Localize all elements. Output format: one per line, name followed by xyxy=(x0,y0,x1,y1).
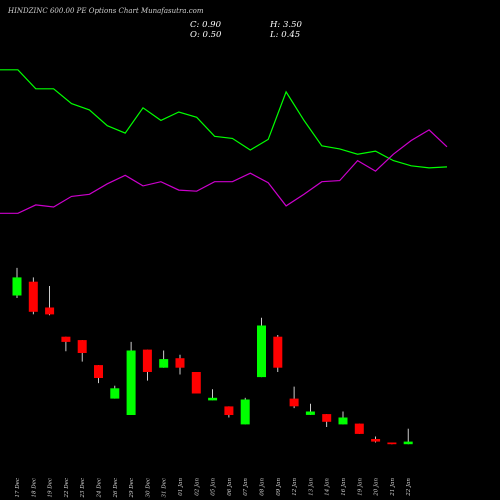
x-tick-label: 26 Dec xyxy=(113,478,119,499)
x-axis-labels: 17 Dec 18 Dec 19 Dec 22 Dec 23 Dec 24 Dec 26 D… xyxy=(15,478,412,499)
candle xyxy=(61,336,71,352)
x-tick-label: 19 Jan xyxy=(357,478,363,496)
candle-body-down xyxy=(354,423,364,434)
candle xyxy=(77,340,87,362)
x-tick-label: 30 Dec xyxy=(145,478,151,498)
x-tick-label: 31 Dec xyxy=(162,478,168,498)
candle xyxy=(191,372,201,394)
candle xyxy=(289,386,299,409)
x-tick-label: 13 Jan xyxy=(308,478,314,496)
x-tick-label: 06 Jan xyxy=(227,478,233,496)
candle xyxy=(322,414,332,427)
candle xyxy=(354,423,364,434)
candle xyxy=(305,403,315,415)
candle-body-up xyxy=(338,417,348,425)
x-tick-label: 02 Jan xyxy=(194,478,200,496)
candle-body-down xyxy=(175,358,185,368)
x-tick-label: 22 Jan xyxy=(406,478,412,497)
candle-body-down xyxy=(289,398,299,407)
candle xyxy=(110,385,120,399)
candle xyxy=(387,442,397,445)
candle xyxy=(126,341,136,415)
candle xyxy=(142,349,152,381)
candle-body-up xyxy=(110,388,120,399)
candle-body-up xyxy=(305,411,315,415)
candle xyxy=(338,411,348,425)
candle xyxy=(28,277,38,315)
candle-body-down xyxy=(273,336,283,368)
candle xyxy=(257,317,266,378)
x-tick-label: 07 Jan xyxy=(243,478,249,496)
candle-body-down xyxy=(77,340,87,353)
candle xyxy=(12,267,22,298)
x-tick-label: 09 Jan xyxy=(276,478,282,496)
candle-body-down xyxy=(28,281,38,312)
candle xyxy=(45,286,55,316)
indicator-lines xyxy=(0,69,448,214)
candle-body-down xyxy=(61,336,71,342)
x-tick-label: 20 Jan xyxy=(374,478,380,497)
candle-body-down xyxy=(224,406,234,415)
x-tick-label: 18 Dec xyxy=(31,478,37,498)
candle xyxy=(159,350,169,368)
chart-title: HINDZINC 600.00 PE Options Chart Munafas… xyxy=(7,7,204,15)
candle-body-down xyxy=(45,307,55,315)
candle-body-up xyxy=(208,397,218,401)
candle-body-down xyxy=(94,365,103,378)
x-tick-label: 29 Dec xyxy=(129,478,135,499)
candle-body-up xyxy=(126,350,136,415)
x-tick-label: 24 Dec xyxy=(97,478,103,499)
magenta-indicator-line xyxy=(0,129,448,214)
x-tick-label: 05 Jan xyxy=(211,478,217,496)
candle xyxy=(175,354,185,375)
x-tick-label: 14 Jan xyxy=(325,478,331,496)
candle-body-down xyxy=(191,372,201,394)
x-tick-label: 22 Dec xyxy=(64,478,70,499)
candle xyxy=(371,436,381,443)
x-tick-label: 17 Dec xyxy=(15,478,21,498)
low-value: L: 0.45 xyxy=(269,30,300,40)
candle xyxy=(224,406,234,418)
x-tick-label: 08 Jan xyxy=(260,478,266,496)
candle xyxy=(94,365,103,384)
candle-body-up xyxy=(159,359,169,368)
green-indicator-line xyxy=(0,69,448,169)
x-tick-label: 19 Dec xyxy=(48,478,54,498)
candle-body-down xyxy=(142,349,152,372)
candle-body-up xyxy=(240,399,250,425)
candle-body-down xyxy=(371,439,381,442)
candle xyxy=(273,335,283,372)
close-value: C: 0.90 xyxy=(190,20,222,30)
x-tick-label: 23 Dec xyxy=(80,478,86,499)
x-tick-label: 21 Jan xyxy=(390,478,396,497)
candle-body-up xyxy=(403,441,413,445)
candle xyxy=(240,397,250,425)
x-tick-label: 16 Jan xyxy=(341,478,347,496)
candle-body-down xyxy=(322,414,332,422)
x-tick-label: 01 Jan xyxy=(178,478,184,496)
x-tick-label: 12 Jan xyxy=(292,478,298,496)
candle-body-up xyxy=(12,277,22,296)
open-value: O: 0.50 xyxy=(190,30,222,40)
candle xyxy=(208,389,218,401)
candle-body-up xyxy=(257,325,266,378)
candlestick-series xyxy=(12,267,413,445)
candle xyxy=(403,428,413,445)
candle-body-down xyxy=(387,442,397,445)
high-value: H: 3.50 xyxy=(269,20,302,30)
